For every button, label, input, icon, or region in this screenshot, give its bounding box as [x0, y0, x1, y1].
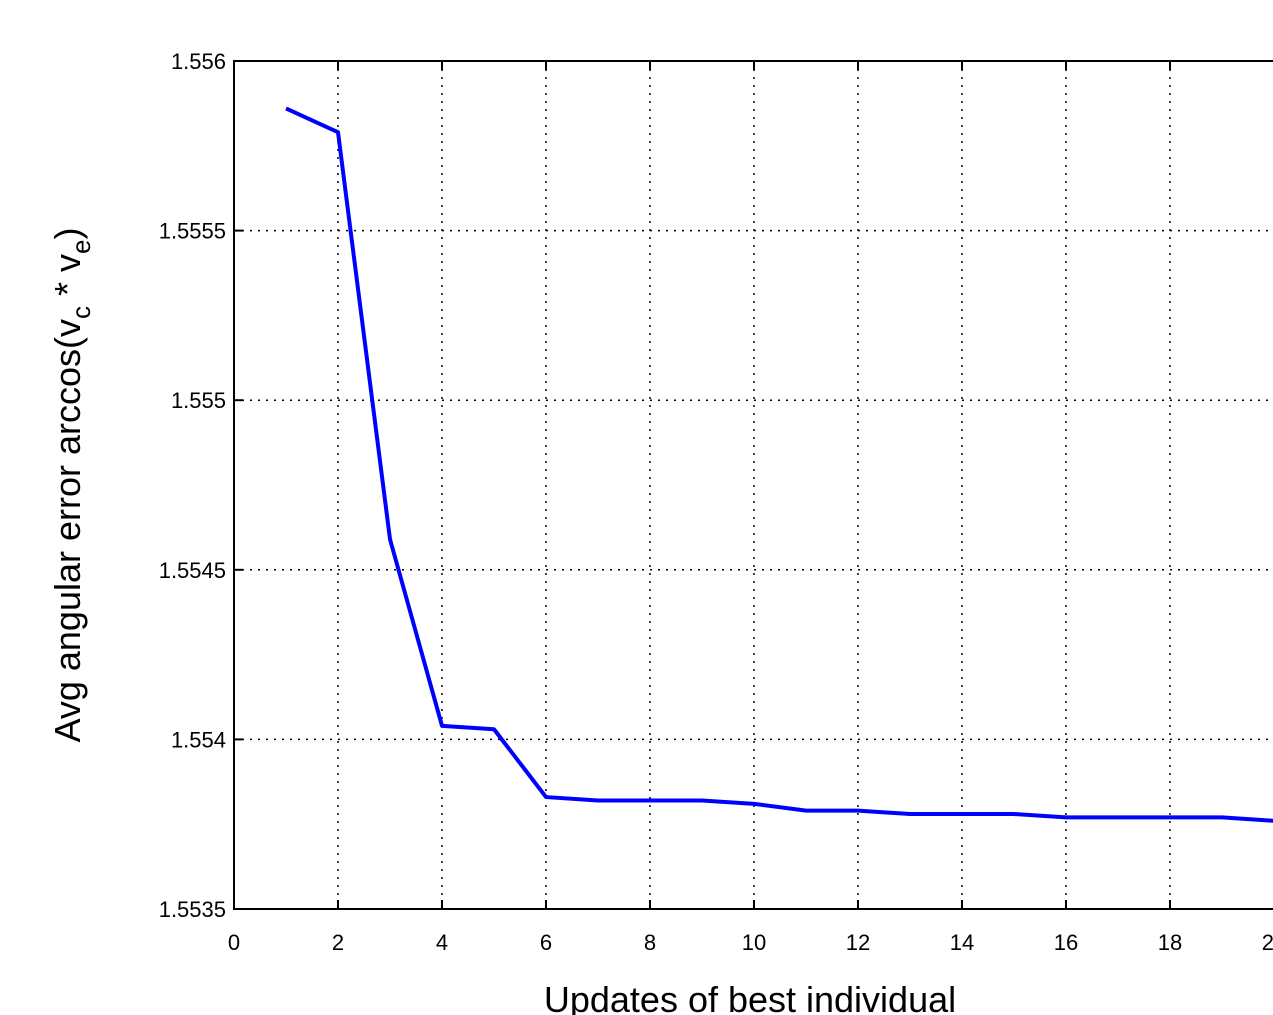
y-axis-label: Avg angular error arccos(vc * ve) — [47, 228, 96, 743]
x-tick-label: 2 — [332, 930, 344, 955]
y-label-part: Avg angular error arccos(v — [47, 319, 88, 743]
x-tick-label: 10 — [742, 930, 766, 955]
x-tick-label: 12 — [846, 930, 870, 955]
y-tick-label: 1.5535 — [159, 897, 226, 922]
x-tick-label: 8 — [644, 930, 656, 955]
y-tick-label: 1.555 — [171, 388, 226, 413]
x-tick-label: 14 — [950, 930, 974, 955]
y-tick-label: 1.556 — [171, 49, 226, 74]
x-tick-label: 18 — [1158, 930, 1182, 955]
x-tick-label: 0 — [228, 930, 240, 955]
x-tick-label: 16 — [1054, 930, 1078, 955]
x-tick-label: 4 — [436, 930, 448, 955]
y-label-sub: c — [66, 306, 96, 319]
data-line — [285, 106, 1273, 823]
x-tick-label: 6 — [540, 930, 552, 955]
y-label-sub: e — [66, 240, 96, 254]
x-tick-label: 20 — [1262, 930, 1273, 955]
y-tick-label: 1.5555 — [159, 219, 226, 244]
axis-frame — [233, 60, 1273, 910]
y-tick-label: 1.554 — [171, 727, 226, 752]
y-label-part: * v — [47, 254, 88, 306]
x-axis-label: Updates of best individual — [544, 979, 956, 1015]
y-label-part: ) — [47, 228, 88, 240]
y-tick-label: 1.5545 — [159, 558, 226, 583]
